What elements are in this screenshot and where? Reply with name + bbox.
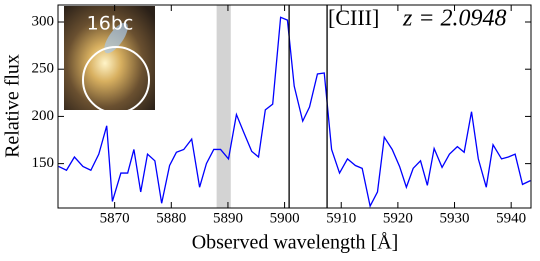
plot-frame bbox=[57, 4, 532, 209]
y-tick-label: 250 bbox=[32, 61, 55, 77]
y-axis-label: Relative flux bbox=[2, 54, 24, 158]
x-tick-label: 5910 bbox=[326, 210, 356, 226]
x-axis-label: Observed wavelength [Å] bbox=[192, 232, 399, 254]
masked-region bbox=[216, 5, 231, 208]
x-tick-label: 5940 bbox=[496, 210, 526, 226]
annotation: [CIII] bbox=[328, 5, 379, 30]
x-tick-label: 5900 bbox=[270, 210, 300, 226]
x-tick-label: 5870 bbox=[100, 210, 130, 226]
inset-aperture bbox=[82, 46, 150, 114]
x-tick-label: 5920 bbox=[383, 210, 413, 226]
inset: 16bc bbox=[64, 6, 155, 114]
x-tick-label: 5880 bbox=[156, 210, 186, 226]
inset-arc bbox=[104, 22, 128, 54]
x-tick-label: 5930 bbox=[440, 210, 470, 226]
y-tick-label: 150 bbox=[32, 155, 55, 171]
y-tick-label: 300 bbox=[32, 13, 55, 29]
y-tick-label: 200 bbox=[32, 108, 55, 124]
x-tick-label: 5890 bbox=[213, 210, 243, 226]
spectrum-line bbox=[58, 16, 531, 208]
inset-label: 16bc bbox=[87, 13, 134, 35]
